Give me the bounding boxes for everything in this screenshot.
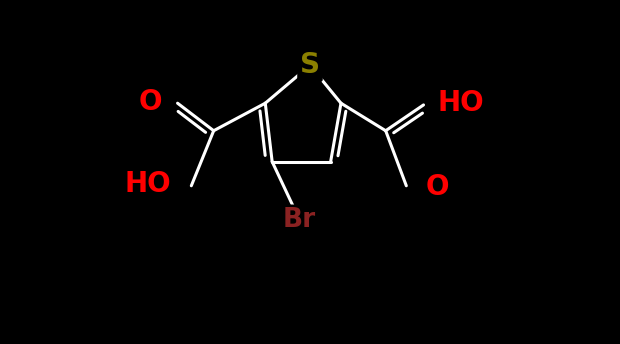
Text: O: O [425,173,449,202]
Text: Br: Br [283,207,316,233]
Text: O: O [139,88,162,116]
Text: S: S [300,51,320,79]
Text: HO: HO [124,170,170,198]
Text: HO: HO [437,89,484,117]
